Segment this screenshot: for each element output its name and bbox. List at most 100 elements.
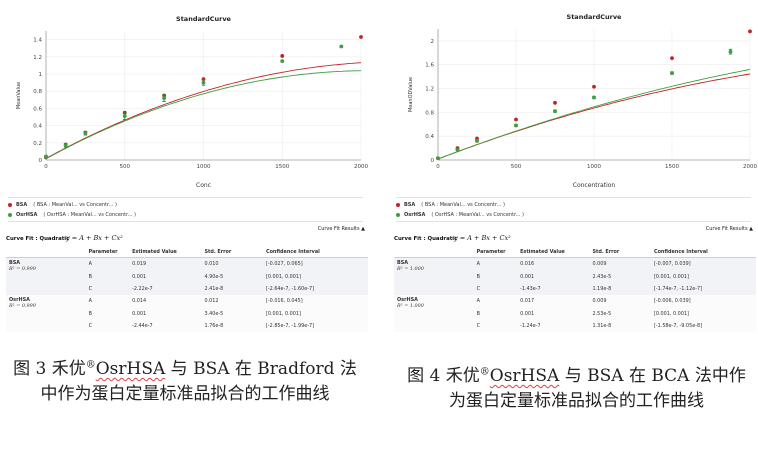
y-tick-label: 1.2 bbox=[33, 55, 42, 61]
fit-curve-bsa bbox=[45, 62, 362, 159]
estimate-cell: 0.016 bbox=[517, 257, 590, 271]
estimate-cell: 0.001 bbox=[517, 307, 590, 320]
std-error-cell: 0.010 bbox=[201, 257, 263, 271]
ci-cell: [-0.016, 0.045] bbox=[262, 295, 368, 308]
std-error-cell: 2.53e-5 bbox=[589, 307, 651, 320]
data-point-osrhsa bbox=[83, 131, 88, 136]
ci-cell: [-1.74e-7, -1.12e-7] bbox=[650, 282, 756, 296]
table-row: C -2.22e-7 2.41e-8 [-2.64e-7, -1.60e-7] bbox=[6, 282, 368, 296]
legend-series-desc: ( OsrHSA : MeanVal... vs Concentr... ) bbox=[43, 212, 137, 218]
x-axis-label: Concentration bbox=[573, 182, 616, 189]
group-r-squared: R² = 0.999 bbox=[9, 266, 36, 272]
x-tick-label: 2000 bbox=[743, 164, 757, 170]
table-row: C -1.24e-7 1.31e-8 [-1.58e-7, -9.05e-8] bbox=[394, 319, 756, 333]
y-tick-label: 1.4 bbox=[33, 38, 42, 44]
figure-4-panel: StandardCurve 0 0.4 0.8 1.2 1.6 2 0 500 1000 1500 2… bbox=[392, 0, 757, 333]
ci-cell: [-0.007, 0.039] bbox=[650, 257, 756, 271]
table-row: C -1.43e-7 1.19e-8 [-1.74e-7, -1.12e-7] bbox=[394, 282, 756, 296]
table-row: OsrHSA R² = 1.000 A 0.017 0.009 [-0.006,… bbox=[394, 295, 756, 333]
y-tick-label: 0.8 bbox=[425, 110, 434, 116]
table-row: BSA R² = 0.999 A 0.019 0.010 [-0.027, 0.… bbox=[6, 257, 368, 296]
data-point-osrhsa bbox=[280, 59, 285, 63]
data-point-bsa bbox=[514, 117, 518, 122]
data-point-osrhsa bbox=[201, 80, 206, 85]
y-tick-label: 0.6 bbox=[33, 106, 42, 112]
group-name: OsrHSA bbox=[9, 297, 30, 304]
column-header: Estimated Value bbox=[517, 246, 590, 258]
param-cell: A bbox=[85, 295, 130, 308]
estimate-cell: -2.22e-7 bbox=[129, 282, 202, 296]
ci-cell: [-0.027, 0.065] bbox=[262, 257, 368, 271]
legend-item-osrhsa[interactable]: OsrHSA ( OsrHSA : MeanVal... vs Concentr… bbox=[396, 210, 751, 220]
param-cell: A bbox=[473, 257, 518, 271]
caption-suffix: 与 BSA 在 BCA 法中作为蛋白定量标准品拟合的工作曲线 bbox=[449, 366, 746, 411]
x-tick-label: 0 bbox=[44, 164, 48, 170]
estimate-cell: -1.24e-7 bbox=[517, 319, 590, 333]
curve-fit-results-toggle[interactable]: Curve Fit Results ▲ bbox=[317, 226, 365, 232]
estimate-cell: -1.43e-7 bbox=[517, 282, 590, 296]
legend-item-osrhsa[interactable]: OsrHSA ( OsrHSA : MeanVal... vs Concentr… bbox=[8, 210, 363, 220]
column-header: Confidence Interval bbox=[262, 246, 368, 258]
osrhsa-marker-icon bbox=[8, 213, 12, 217]
group-r-squared: R² = 1.000 bbox=[397, 266, 424, 272]
std-error-cell: 0.009 bbox=[589, 257, 651, 271]
fit-curve-osrhsa bbox=[45, 70, 362, 160]
estimate-cell: 0.001 bbox=[517, 270, 590, 283]
curve-fit-title: Curve Fit : Quadratic bbox=[394, 236, 458, 242]
std-error-cell: 0.012 bbox=[201, 295, 263, 308]
data-point-osrhsa bbox=[162, 96, 167, 100]
data-point-osrhsa bbox=[122, 114, 127, 119]
data-point-osrhsa bbox=[339, 44, 344, 49]
y-axis-label: MeanODValue bbox=[408, 77, 414, 112]
table-header-row: Parameter Estimated Value Std. Error Con… bbox=[394, 246, 756, 258]
legend-item-bsa[interactable]: BSA ( BSA : MeanVal... vs Concentr... ) bbox=[396, 200, 751, 210]
legend-series-desc: ( BSA : MeanVal... vs Concentr... ) bbox=[33, 202, 117, 208]
param-cell: B bbox=[85, 270, 130, 283]
std-error-cell: 4.90e-5 bbox=[201, 270, 263, 283]
figure-4-caption: 图 4 禾优®OsrHSA 与 BSA 在 BCA 法中作为蛋白定量标准品拟合的… bbox=[404, 364, 749, 414]
osrhsa-marker-icon bbox=[396, 213, 400, 217]
group-name: BSA bbox=[397, 260, 409, 266]
estimate-cell: -2.44e-7 bbox=[129, 319, 202, 333]
x-tick-label: 2000 bbox=[354, 164, 368, 170]
curve-fit-results-toggle[interactable]: Curve Fit Results ▲ bbox=[705, 226, 753, 232]
legend-series-name: OsrHSA bbox=[16, 212, 38, 218]
data-point-osrhsa bbox=[670, 71, 674, 75]
caption-prefix: 图 4 禾优 bbox=[407, 366, 480, 386]
ci-cell: [-0.006, 0.039] bbox=[650, 295, 756, 308]
table-row: B 0.001 2.53e-5 [0.001, 0.001] bbox=[394, 307, 756, 320]
data-point-bsa bbox=[359, 35, 363, 39]
column-header: Std. Error bbox=[589, 246, 651, 258]
ci-cell: [0.001, 0.001] bbox=[650, 270, 756, 283]
x-tick-label: 500 bbox=[511, 164, 522, 170]
table-row: B 0.001 4.90e-5 [0.001, 0.001] bbox=[6, 270, 368, 283]
ci-cell: [-2.85e-7, -1.99e-7] bbox=[262, 319, 368, 333]
legend-series-desc: ( BSA : MeanVal... vs Concentr... ) bbox=[421, 202, 505, 208]
estimate-cell: 0.001 bbox=[129, 307, 202, 320]
table-row: OsrHSA R² = 0.999 A 0.014 0.012 [-0.016,… bbox=[6, 295, 368, 333]
group-cell-bsa: BSA R² = 0.999 bbox=[6, 257, 86, 296]
x-tick-label: 1000 bbox=[587, 164, 601, 170]
y-axis-label: MeanValue bbox=[16, 82, 22, 109]
group-r-squared: R² = 1.000 bbox=[397, 303, 424, 310]
param-cell: A bbox=[473, 295, 518, 308]
estimate-cell: 0.019 bbox=[129, 257, 202, 271]
ci-cell: [0.001, 0.001] bbox=[262, 270, 368, 283]
chart-title: StandardCurve bbox=[567, 13, 623, 21]
legend-item-bsa[interactable]: BSA ( BSA : MeanVal... vs Concentr... ) bbox=[8, 200, 363, 210]
x-tick-label: 1000 bbox=[197, 164, 211, 170]
data-point-bsa bbox=[553, 100, 557, 105]
y-tick-label: 0 bbox=[431, 158, 435, 164]
y-tick-label: 2 bbox=[431, 39, 435, 45]
group-cell-bsa: BSA R² = 1.000 bbox=[394, 257, 474, 296]
x-tick-label: 1500 bbox=[665, 164, 679, 170]
group-cell-osrhsa: OsrHSA R² = 0.999 bbox=[6, 295, 86, 333]
table-row: BSA R² = 1.000 A 0.016 0.009 [-0.007, 0.… bbox=[394, 257, 756, 296]
ci-cell: [-1.58e-7, -9.05e-8] bbox=[650, 319, 756, 333]
param-cell: B bbox=[473, 307, 518, 320]
data-point-bsa bbox=[592, 84, 596, 89]
std-error-cell: 3.40e-5 bbox=[201, 307, 263, 320]
estimate-cell: 0.017 bbox=[517, 295, 590, 308]
std-error-cell: 0.009 bbox=[589, 295, 651, 308]
data-point-osrhsa bbox=[475, 139, 479, 143]
